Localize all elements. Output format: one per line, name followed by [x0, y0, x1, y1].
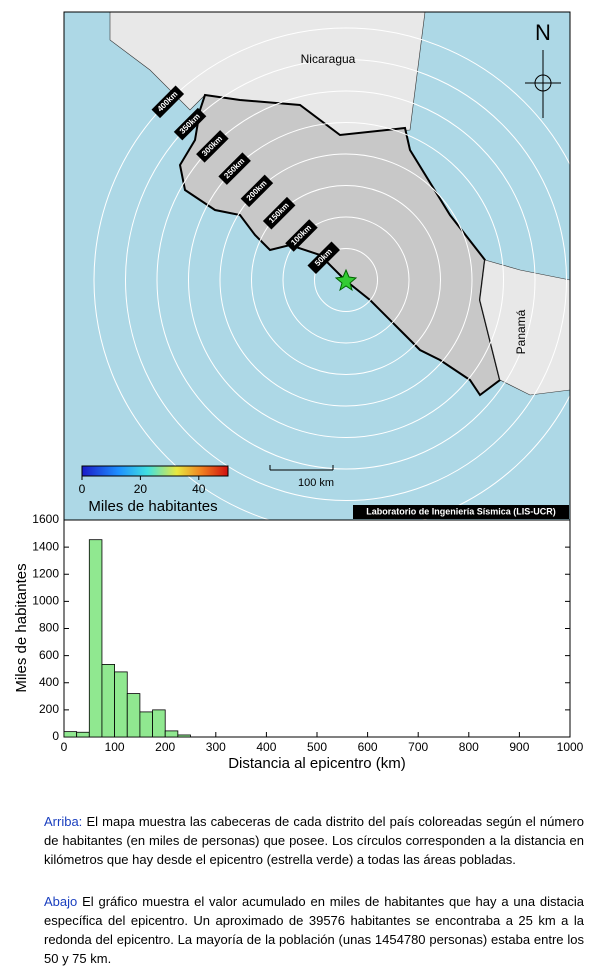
caption: Arriba: El mapa muestra las cabeceras de…	[44, 812, 584, 869]
ring-label-box	[307, 241, 340, 274]
y-tick-label: 1000	[32, 594, 59, 608]
x-tick-label: 1000	[557, 740, 584, 754]
credit: Laboratorio de Ingeniería Sísmica (LIS-U…	[366, 506, 556, 516]
colorbar-tick-label: 20	[134, 482, 148, 496]
x-tick-label: 100	[105, 740, 125, 754]
compass	[525, 50, 561, 118]
distance-ring	[219, 153, 473, 407]
y-tick-label: 0	[52, 729, 59, 743]
bar	[88, 539, 103, 738]
x-tick-label: 700	[408, 740, 428, 754]
ring-label-box	[151, 85, 185, 119]
x-axis-label: Distancia al epicentro (km)	[228, 755, 406, 772]
x-tick-label: 400	[256, 740, 276, 754]
distance-ring	[156, 90, 536, 470]
north-label: N	[535, 20, 551, 45]
caption-text: El gráfico muestra el valor acumulado en…	[44, 894, 584, 966]
x-tick-label: 0	[61, 740, 68, 754]
distance-ring	[251, 185, 441, 375]
bar	[101, 664, 115, 738]
scale-bar	[269, 465, 334, 471]
colorbar-title: Miles de habitantes	[88, 498, 217, 515]
plot-frame	[63, 519, 571, 738]
colorbar	[81, 465, 229, 477]
distance-ring	[188, 122, 504, 438]
ring-label-box	[173, 107, 207, 141]
country-label: Panamá	[514, 309, 528, 354]
caption-lead: Abajo	[44, 894, 78, 909]
ring-label-box	[285, 219, 318, 252]
figure: 50km100km150km200km250km300km350km400km …	[13, 11, 584, 772]
distance-ring	[314, 248, 378, 312]
colorbar-tick-label: 40	[192, 482, 206, 496]
bar	[164, 730, 179, 738]
bar	[139, 711, 153, 738]
x-tick-label: 600	[358, 740, 378, 754]
x-tick-label: 200	[155, 740, 175, 754]
costa-rica	[178, 93, 502, 397]
ring-label-box	[218, 152, 251, 185]
bar	[152, 709, 166, 738]
distance-ring	[282, 216, 410, 344]
bar	[76, 731, 90, 738]
ring-label-box	[196, 130, 229, 163]
credit-box	[353, 505, 569, 519]
caption-text: El mapa muestra las cabeceras de cada di…	[44, 814, 584, 867]
y-tick-label: 1400	[32, 539, 59, 553]
distance-ring	[93, 27, 570, 520]
caption-lead: Arriba:	[44, 814, 83, 829]
ring-label-box	[262, 196, 296, 230]
distance-ring	[125, 59, 567, 501]
bar	[63, 731, 78, 738]
scale-label: 100 km	[298, 477, 334, 489]
bar	[126, 693, 141, 738]
y-tick-label: 1600	[32, 512, 59, 526]
caption: Abajo El gráfico muestra el valor acumul…	[44, 892, 584, 968]
y-axis-label: Miles de habitantes	[13, 563, 30, 692]
bar	[114, 671, 128, 738]
y-tick-label: 400	[39, 675, 59, 689]
bar	[177, 734, 191, 738]
x-tick-label: 300	[206, 740, 226, 754]
y-tick-label: 800	[39, 621, 59, 635]
y-tick-label: 1200	[32, 566, 59, 580]
x-tick-label: 900	[509, 740, 529, 754]
country-label: Nicaragua	[301, 52, 356, 66]
x-tick-label: 500	[307, 740, 327, 754]
ring-label-box	[240, 174, 274, 208]
x-tick-label: 800	[459, 740, 479, 754]
colorbar-tick-label: 0	[79, 482, 86, 496]
y-tick-label: 200	[39, 702, 59, 716]
y-tick-label: 600	[39, 648, 59, 662]
epicenter	[334, 268, 358, 292]
